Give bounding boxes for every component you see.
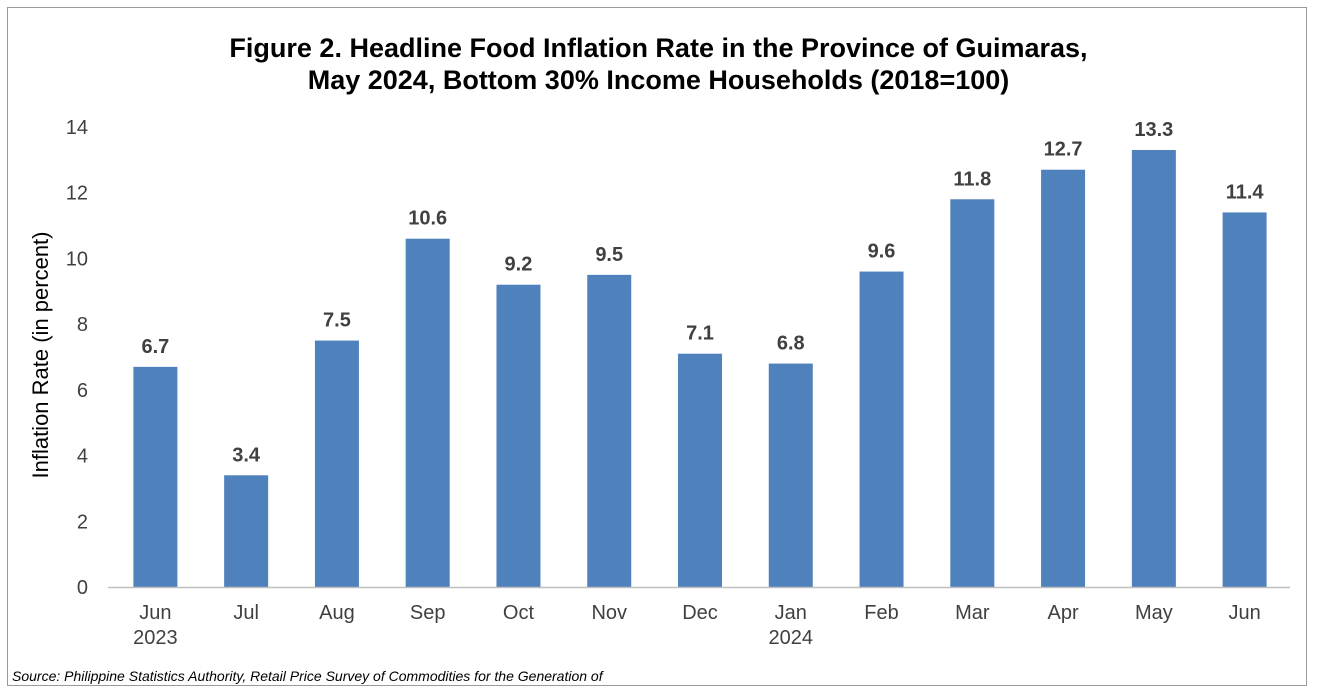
x-axis-labels: Jun 2023 Jul Aug Sep Oct Nov Dec Jan 2024 Feb Mar Ap… — [133, 602, 1261, 649]
bar-value-label: 12.7 — [1044, 139, 1083, 161]
chart-frame — [7, 7, 1307, 686]
x-tick-label: Oct — [503, 602, 535, 624]
bar-value-label: 11.8 — [953, 168, 991, 190]
y-tick-label: 10 — [66, 248, 88, 270]
bar — [1222, 212, 1267, 587]
bar — [1131, 150, 1176, 587]
bar-value-label: 10.6 — [408, 208, 447, 230]
chart-title-line-1: Figure 2. Headline Food Inflation Rate i… — [229, 33, 1088, 63]
y-tick-label: 6 — [77, 380, 88, 402]
x-tick-label: Apr — [1048, 602, 1079, 624]
x-tick-label: Nov — [591, 602, 627, 624]
bar — [678, 353, 722, 587]
x-tick-label: Jun — [1228, 602, 1260, 624]
x-tick-label: Mar — [955, 602, 990, 624]
x-tick-label: Feb — [864, 602, 898, 624]
bar — [224, 475, 269, 587]
data-labels: 6.7 3.4 7.5 10.6 9.2 9.5 7.1 6.8 9.6 11.8 12.7 13.3… — [141, 119, 1264, 466]
x-tick-label: Jun — [139, 602, 171, 624]
bar — [133, 366, 178, 587]
bar-value-label: 6.7 — [141, 336, 169, 358]
bar-value-label: 6.8 — [777, 333, 805, 355]
bar — [1041, 169, 1086, 587]
y-tick-label: 0 — [77, 577, 88, 599]
chart-title: Figure 2. Headline Food Inflation Rate i… — [0, 32, 1317, 96]
bar-value-label: 13.3 — [1134, 119, 1173, 141]
bar-value-label: 11.4 — [1226, 181, 1265, 203]
bar — [768, 363, 813, 587]
x-tick-label: May — [1135, 602, 1173, 624]
x-tick-label: Jan — [775, 602, 807, 624]
bar — [314, 340, 359, 587]
bar-value-label: 9.6 — [868, 241, 896, 263]
y-tick-label: 12 — [66, 183, 88, 205]
x-tick-label: Aug — [319, 602, 355, 624]
bars — [133, 150, 1267, 588]
y-tick-label: 2 — [77, 511, 88, 533]
x-tick-label: Jul — [233, 602, 259, 624]
bar-value-label: 9.2 — [505, 254, 533, 276]
y-tick-label: 4 — [77, 446, 88, 468]
bar-value-label: 7.5 — [323, 310, 351, 332]
chart-title-line-2: May 2024, Bottom 30% Income Households (… — [307, 65, 1010, 95]
y-tick-label: 8 — [77, 314, 88, 336]
x-tick-label: 2024 — [769, 627, 814, 649]
y-axis-label: Inflation Rate (in percent) — [28, 231, 53, 478]
bar-value-label: 9.5 — [595, 244, 623, 266]
x-tick-label: 2023 — [133, 627, 178, 649]
bar-value-label: 3.4 — [232, 444, 261, 466]
source-note: Source: Philippine Statistics Authority,… — [12, 668, 603, 684]
bar-value-label: 7.1 — [686, 323, 714, 345]
bar — [405, 238, 450, 587]
y-axis-ticks: 0 2 4 6 8 10 12 14 — [66, 117, 88, 599]
bar — [496, 284, 541, 587]
bar — [587, 274, 632, 587]
bar — [859, 271, 904, 587]
bar — [950, 199, 995, 588]
y-tick-label: 14 — [66, 117, 88, 139]
x-tick-label: Sep — [410, 602, 446, 624]
x-tick-label: Dec — [682, 602, 718, 624]
